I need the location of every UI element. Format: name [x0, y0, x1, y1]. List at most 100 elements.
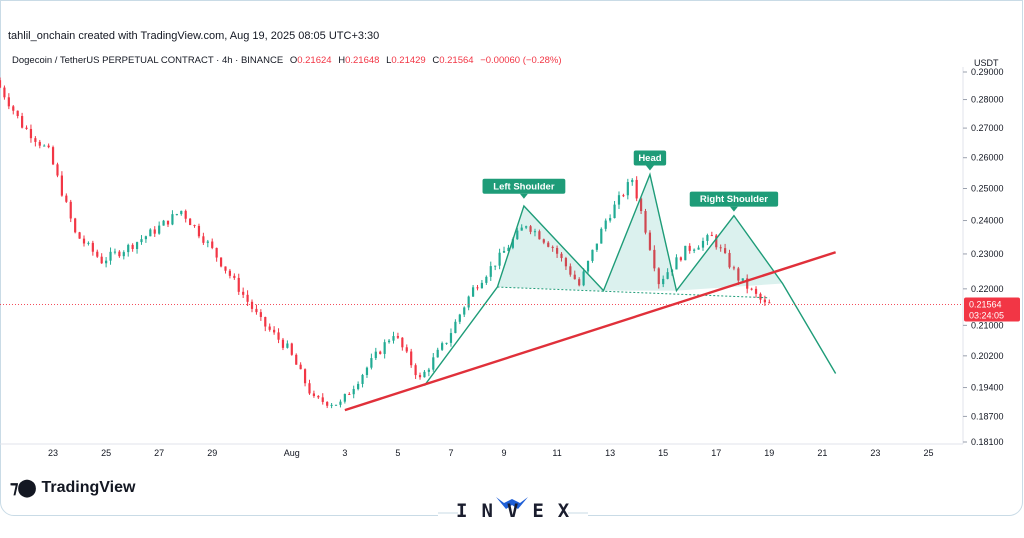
pattern-label-box[interactable]	[482, 178, 566, 194]
candle-body[interactable]	[78, 232, 81, 239]
candle-body[interactable]	[290, 343, 293, 355]
pattern-label-box[interactable]	[633, 150, 667, 166]
candle-body[interactable]	[582, 271, 585, 286]
candle-body[interactable]	[211, 241, 214, 248]
candle-body[interactable]	[370, 358, 373, 368]
candle-body[interactable]	[498, 252, 501, 266]
candle-body[interactable]	[87, 242, 90, 244]
candle-body[interactable]	[122, 252, 125, 257]
candle-body[interactable]	[723, 248, 727, 253]
candle-body[interactable]	[418, 375, 422, 378]
candle-body[interactable]	[423, 371, 426, 378]
candle-body[interactable]	[551, 246, 554, 248]
pattern-label-box[interactable]	[689, 191, 779, 207]
candle-body[interactable]	[379, 351, 382, 354]
candle-body[interactable]	[38, 141, 41, 146]
candle-body[interactable]	[613, 204, 616, 219]
candle-body[interactable]	[410, 351, 413, 366]
candle-body[interactable]	[131, 244, 134, 249]
candle-body[interactable]	[485, 276, 488, 283]
candle-body[interactable]	[467, 296, 470, 308]
candle-body[interactable]	[189, 218, 192, 226]
candle-body[interactable]	[631, 179, 634, 183]
candle-body[interactable]	[12, 106, 15, 111]
candle-body[interactable]	[242, 291, 245, 295]
candle-body[interactable]	[357, 383, 360, 390]
candle-body[interactable]	[343, 393, 346, 402]
candle-body[interactable]	[644, 211, 647, 233]
candle-body[interactable]	[180, 210, 183, 215]
candle-body[interactable]	[193, 225, 196, 227]
candle-body[interactable]	[255, 308, 258, 313]
candle-body[interactable]	[21, 116, 24, 128]
candle-body[interactable]	[228, 270, 232, 276]
candle-body[interactable]	[0, 80, 2, 88]
candle-body[interactable]	[175, 214, 178, 216]
candle-body[interactable]	[7, 97, 10, 107]
candle-body[interactable]	[458, 314, 461, 322]
candle-body[interactable]	[34, 138, 37, 142]
candle-body[interactable]	[750, 288, 753, 290]
candle-body[interactable]	[317, 395, 320, 398]
candle-body[interactable]	[96, 251, 99, 257]
candle-body[interactable]	[560, 253, 563, 259]
candle-body[interactable]	[746, 278, 749, 289]
candle-body[interactable]	[454, 321, 457, 334]
candle-body[interactable]	[109, 251, 112, 261]
candle-body[interactable]	[520, 227, 523, 231]
candle-body[interactable]	[502, 251, 506, 253]
candle-body[interactable]	[166, 220, 170, 225]
candle-body[interactable]	[604, 220, 607, 229]
candle-body[interactable]	[264, 317, 267, 327]
candle-body[interactable]	[626, 182, 629, 196]
candle-body[interactable]	[741, 278, 744, 281]
candle-body[interactable]	[47, 145, 50, 148]
candle-body[interactable]	[277, 332, 280, 340]
candle-body[interactable]	[666, 272, 669, 279]
candle-body[interactable]	[586, 260, 590, 272]
candle-body[interactable]	[361, 374, 364, 384]
candle-body[interactable]	[105, 260, 108, 264]
candle-body[interactable]	[693, 249, 696, 251]
candle-body[interactable]	[529, 226, 532, 232]
candle-body[interactable]	[140, 239, 143, 243]
candle-body[interactable]	[595, 243, 598, 250]
candle-body[interactable]	[295, 354, 298, 365]
candle-body[interactable]	[728, 252, 731, 268]
candle-body[interactable]	[74, 218, 77, 233]
candle-body[interactable]	[308, 383, 311, 394]
candle-body[interactable]	[662, 278, 665, 285]
candle-body[interactable]	[494, 265, 497, 267]
candle-body[interactable]	[3, 87, 6, 98]
candle-body[interactable]	[16, 110, 19, 117]
candle-body[interactable]	[330, 404, 333, 406]
candle-body[interactable]	[719, 247, 722, 249]
candle-body[interactable]	[312, 393, 316, 396]
candle-body[interactable]	[405, 347, 408, 352]
candle-body[interactable]	[653, 249, 656, 269]
candle-body[interactable]	[476, 287, 479, 289]
candle-body[interactable]	[387, 340, 391, 343]
candle-body[interactable]	[737, 268, 740, 281]
candle-body[interactable]	[392, 336, 395, 341]
candle-body[interactable]	[281, 339, 285, 348]
candle-body[interactable]	[648, 232, 652, 250]
candle-body[interactable]	[352, 389, 355, 395]
candle-body[interactable]	[569, 266, 572, 275]
candle-body[interactable]	[441, 343, 444, 350]
candle-body[interactable]	[113, 251, 117, 253]
candle-body[interactable]	[401, 337, 404, 348]
candle-body[interactable]	[56, 164, 59, 176]
candle-body[interactable]	[768, 302, 771, 304]
candle-body[interactable]	[617, 195, 621, 205]
candle-body[interactable]	[600, 228, 603, 244]
candle-body[interactable]	[69, 201, 72, 219]
candle-body[interactable]	[396, 336, 400, 338]
candle-body[interactable]	[339, 401, 342, 405]
candle-body[interactable]	[299, 364, 302, 370]
candle-body[interactable]	[511, 239, 514, 248]
candle-body[interactable]	[25, 127, 28, 129]
candle-body[interactable]	[65, 195, 68, 202]
candle-body[interactable]	[507, 247, 510, 252]
